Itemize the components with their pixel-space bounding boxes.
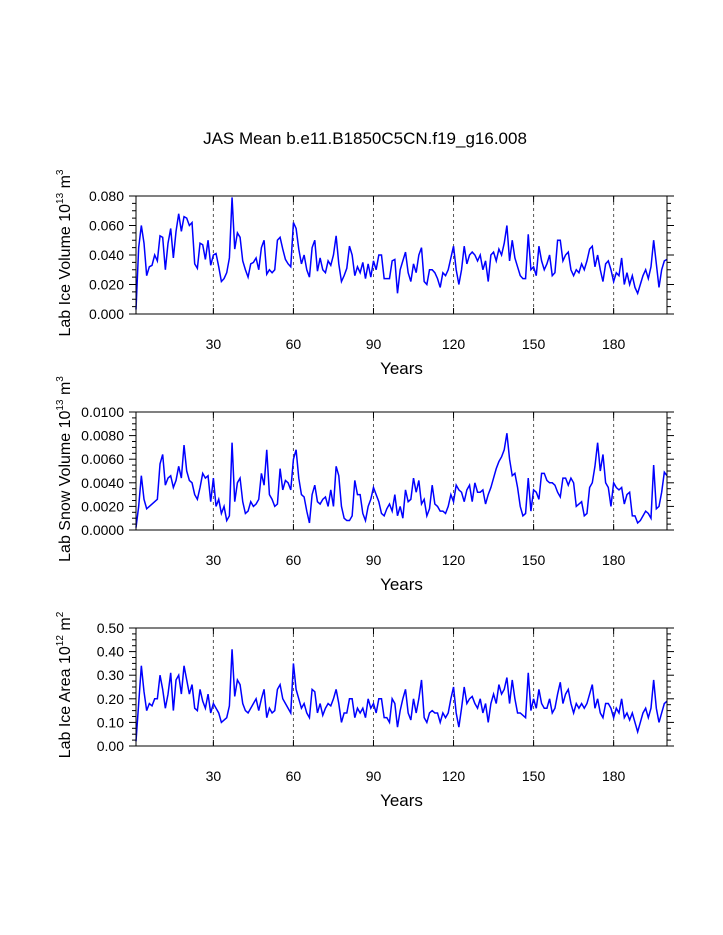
y-tick-label: 0.080	[89, 188, 124, 204]
y-tick-label: 0.0060	[81, 451, 124, 467]
x-tick-marks	[212, 196, 615, 314]
plot-frame	[135, 627, 668, 747]
panel-snow-volume: 30 60 90 120 150 180 0.0000 0.0020 0.004…	[55, 376, 674, 594]
x-tick-marks	[212, 628, 615, 746]
x-tick-label: 30	[206, 768, 222, 784]
y-minor-ticks	[132, 633, 671, 741]
y-axis-label: Lab Ice Area 1012 m2	[55, 611, 74, 758]
x-gridlines	[212, 196, 615, 314]
x-axis-label: Years	[380, 359, 423, 378]
x-axis-label: Years	[380, 575, 423, 594]
y-axis-label: Lab Ice Volume 1013 m3	[55, 169, 74, 336]
y-tick-label: 0.0100	[81, 404, 124, 420]
y-tick-label: 0.0020	[81, 498, 124, 514]
y-tick-label: 0.20	[97, 691, 124, 707]
y-axis-label: Lab Snow Volume 1013 m3	[55, 376, 74, 562]
x-tick-label: 150	[522, 336, 546, 352]
x-tick-label: 60	[286, 552, 302, 568]
y-tick-label: 0.0040	[81, 475, 124, 491]
y-tick-label: 0.40	[97, 644, 124, 660]
y-tick-label: 0.50	[97, 620, 124, 636]
x-tick-label: 90	[366, 552, 382, 568]
y-minor-ticks	[132, 417, 671, 525]
panel-ice-volume: 30 60 90 120 150 180 0.000 0.020 0.040 0…	[55, 169, 674, 378]
y-minor-ticks	[132, 202, 671, 308]
x-tick-label: 60	[286, 768, 302, 784]
y-tick-label: 0.10	[97, 714, 124, 730]
series-line-snow-volume	[135, 433, 668, 528]
y-tick-label: 0.060	[89, 218, 124, 234]
series-line-ice-volume	[135, 197, 668, 310]
x-tick-label: 60	[286, 336, 302, 352]
y-tick-label: 0.0080	[81, 428, 124, 444]
x-axis-label: Years	[380, 791, 423, 810]
y-tick-label: 0.040	[89, 247, 124, 263]
x-tick-marks	[212, 412, 615, 530]
series-line-ice-area	[135, 649, 668, 742]
chart-title: JAS Mean b.e11.B1850C5CN.f19_g16.008	[203, 129, 527, 148]
x-tick-label: 90	[366, 336, 382, 352]
x-gridlines	[212, 412, 615, 530]
x-tick-label: 180	[602, 768, 626, 784]
x-tick-label: 180	[602, 552, 626, 568]
y-tick-marks	[129, 627, 674, 747]
x-gridlines	[212, 628, 615, 746]
y-tick-label: 0.020	[89, 277, 124, 293]
panel-ice-area: 30 60 90 120 150 180 0.00 0.10 0.20 0.30…	[55, 611, 674, 810]
x-tick-label: 150	[522, 768, 546, 784]
x-tick-label: 120	[442, 768, 466, 784]
x-tick-label: 120	[442, 336, 466, 352]
y-tick-label: 0.0000	[81, 522, 124, 538]
plot-frame	[135, 411, 668, 531]
x-tick-label: 90	[366, 768, 382, 784]
x-tick-label: 180	[602, 336, 626, 352]
y-tick-label: 0.00	[97, 738, 124, 754]
x-tick-label: 120	[442, 552, 466, 568]
x-tick-label: 150	[522, 552, 546, 568]
y-tick-label: 0.000	[89, 306, 124, 322]
x-tick-label: 30	[206, 336, 222, 352]
x-tick-label: 30	[206, 552, 222, 568]
y-tick-marks	[129, 195, 674, 315]
y-tick-label: 0.30	[97, 667, 124, 683]
y-tick-marks	[129, 411, 674, 531]
